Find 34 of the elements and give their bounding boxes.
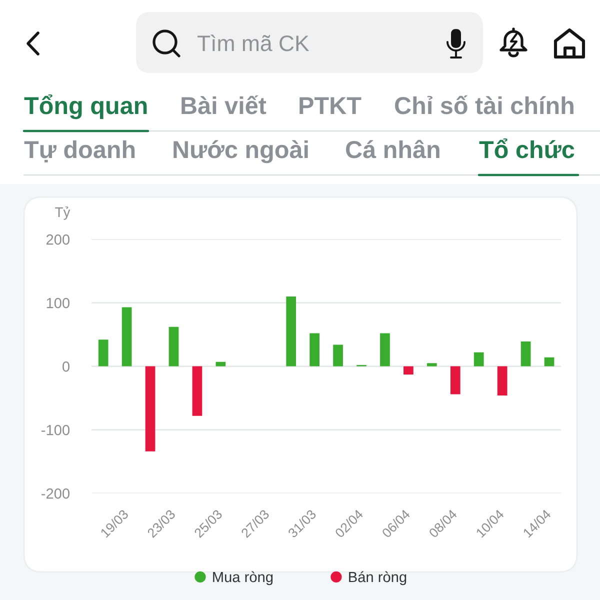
text: Cá nhân	[346, 140, 440, 158]
bar	[450, 366, 460, 394]
y-tick-label: 200	[46, 234, 70, 245]
y-tick-label: -100	[42, 424, 70, 436]
bar	[310, 333, 320, 366]
bar	[380, 333, 390, 366]
text: PTKT	[300, 97, 362, 114]
text: Tự doanh	[24, 140, 135, 162]
y-tick-label: 100	[46, 298, 70, 308]
bar	[216, 362, 226, 366]
legend-label: Mua ròng	[213, 571, 273, 586]
y-axis-title: Tỷ	[55, 206, 70, 220]
bar	[404, 366, 414, 375]
bar	[98, 340, 108, 366]
bar	[192, 366, 202, 416]
text: Tổng quan	[24, 94, 147, 120]
bar	[145, 366, 156, 452]
bar	[497, 366, 508, 396]
text: Tìm mã CK	[198, 34, 310, 52]
bar	[474, 352, 484, 366]
bar	[544, 357, 554, 366]
bar	[426, 363, 437, 366]
bar	[333, 344, 343, 366]
bar	[168, 326, 179, 366]
bar	[286, 296, 296, 366]
text: Tổ chức	[479, 138, 574, 158]
text: Bài viết	[182, 95, 266, 114]
bar	[520, 342, 531, 366]
bar	[122, 307, 132, 366]
text: Chỉ số tài chính	[395, 95, 574, 114]
y-tick-label: 0	[62, 361, 70, 372]
text: Nước ngoài	[174, 140, 308, 164]
y-tick-label: -200	[42, 488, 70, 499]
legend-label: Bán ròng	[349, 571, 406, 586]
